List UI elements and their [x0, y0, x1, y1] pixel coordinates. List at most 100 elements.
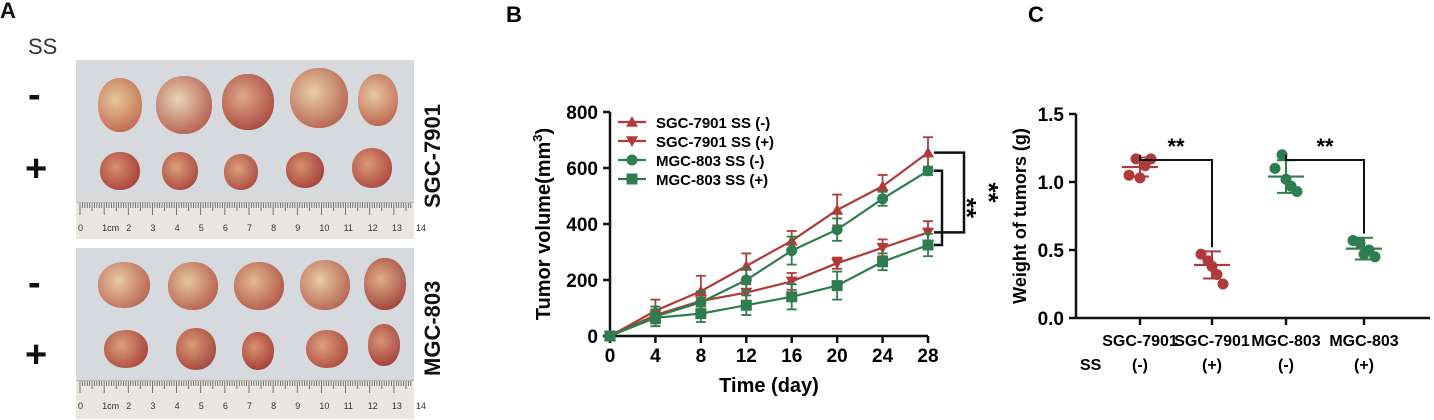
tumor — [286, 152, 324, 188]
y-tick-label: 0 — [587, 327, 598, 348]
legend-label: MGC-803 SS (+) — [656, 172, 768, 189]
data-point — [876, 180, 889, 191]
data-point — [831, 204, 844, 215]
x-tick-label: 24 — [872, 346, 894, 367]
data-point — [1291, 186, 1303, 198]
y-tick-label: 400 — [566, 215, 598, 236]
ruler-number: 12 — [367, 401, 378, 411]
x-tick-label: 0 — [605, 346, 616, 367]
series-line — [609, 169, 929, 338]
category-label: SGC-7901 — [1174, 333, 1250, 350]
significance-label-sgc: ** — [974, 182, 1004, 203]
minus-sign-bottom: - — [28, 262, 41, 304]
ruler-ticks — [79, 381, 412, 393]
ruler-number: 14 — [416, 223, 427, 233]
legend-marker — [626, 154, 638, 166]
tumor — [104, 330, 148, 368]
tumor — [234, 262, 284, 310]
tumor — [162, 152, 198, 190]
x-axis-title: Time (day) — [719, 375, 819, 397]
ruler-number: 11 — [343, 223, 353, 233]
data-point — [649, 312, 661, 324]
group-2 — [1268, 149, 1304, 198]
ruler-number: 2 — [126, 223, 132, 233]
plus-sign-top: + — [25, 148, 48, 190]
data-point — [785, 276, 798, 288]
group-1 — [1194, 248, 1230, 290]
ruler-number: 0 — [78, 223, 84, 233]
treatment-label: (+) — [1202, 357, 1222, 374]
significance-bracket-sgc — [934, 151, 966, 234]
data-point — [831, 224, 843, 236]
data-point — [831, 258, 844, 270]
data-point — [877, 256, 889, 268]
data-point — [1145, 153, 1157, 165]
ruler-number: 9 — [295, 223, 301, 233]
significance-bracket-mgc — [1285, 154, 1365, 234]
y-axis-title: Weight of tumors (g) — [1010, 128, 1030, 304]
ruler-number: 14 — [416, 401, 427, 411]
ruler-number: 8 — [271, 401, 277, 411]
tumor — [222, 74, 274, 130]
tumor — [156, 76, 212, 134]
ruler-number: 2 — [126, 401, 132, 411]
panel-b-letter: B — [506, 2, 522, 27]
series-line — [609, 243, 929, 338]
significance-bracket-sgc — [1139, 154, 1213, 248]
tumor-photo-sgc7901 — [76, 60, 414, 202]
ruler-number: 7 — [247, 223, 253, 233]
ruler-number: 0 — [78, 401, 84, 411]
data-point — [1130, 153, 1142, 165]
data-point — [1369, 251, 1381, 263]
series-3 — [604, 232, 934, 342]
data-point — [1280, 173, 1292, 185]
ruler-number: 3 — [150, 401, 156, 411]
tumor — [168, 262, 218, 310]
data-point — [695, 308, 707, 320]
y-tick-label: 0.0 — [1038, 309, 1064, 330]
legend-marker — [626, 116, 638, 127]
data-point — [1358, 248, 1370, 260]
data-point — [1269, 162, 1281, 174]
series-1 — [604, 220, 934, 342]
x-tick-label: 4 — [650, 346, 661, 367]
x-tick-label: 12 — [736, 346, 757, 367]
tumor-weight-chart: C 0.0 0.5 1.0 1.5 Weight of tumors (g) SGC-790… — [1010, 2, 1430, 374]
plus-sign-bottom: + — [25, 334, 48, 376]
ruler-number: 10 — [319, 223, 330, 233]
data-point — [1217, 278, 1229, 290]
ruler-bottom: 0 1cm 2 3 4 5 6 7 8 9 10 11 12 13 14 — [76, 380, 426, 419]
data-point — [1195, 248, 1207, 260]
ruler-number: 6 — [222, 401, 228, 411]
data-point — [1276, 149, 1288, 161]
x-tick-label: 16 — [781, 346, 802, 367]
data-point — [740, 274, 752, 286]
ruler-number: 11 — [343, 401, 353, 411]
tumor — [98, 262, 150, 308]
significance-label-mgc: ** — [1316, 134, 1334, 159]
significance-label-sgc: ** — [1167, 134, 1185, 159]
ruler-number: 1cm — [102, 223, 120, 233]
data-point — [922, 239, 934, 251]
legend-label: MGC-803 SS (-) — [656, 153, 764, 170]
tumor — [242, 332, 274, 370]
ruler-number: 4 — [174, 401, 180, 411]
category-label: MGC-803 — [1329, 333, 1398, 350]
y-tick-label: 600 — [566, 159, 598, 180]
y-axis-title: Tumor volume(mm3) — [530, 128, 555, 320]
ruler-number: 1cm — [102, 401, 120, 411]
ruler-number: 5 — [198, 401, 204, 411]
tumor — [300, 260, 350, 310]
panel-a-letter: A — [0, 0, 16, 23]
series-line — [609, 231, 929, 337]
legend-label: SGC-7901 SS (+) — [656, 134, 774, 151]
tumor-photo-mgc803 — [76, 248, 414, 380]
x-tick-label: 8 — [696, 346, 707, 367]
category-label: SGC-7901 — [1102, 333, 1178, 350]
x-tick-label: 28 — [917, 346, 938, 367]
data-point — [922, 165, 934, 177]
y-tick-label: 1.5 — [1038, 105, 1065, 126]
tumor-volume-chart: B 0 200 400 600 800 0 4 8 12 16 20 24 28 Time (day) Tum… — [506, 2, 1004, 397]
data-point — [740, 299, 752, 311]
significance-bracket-mgc — [934, 169, 944, 247]
